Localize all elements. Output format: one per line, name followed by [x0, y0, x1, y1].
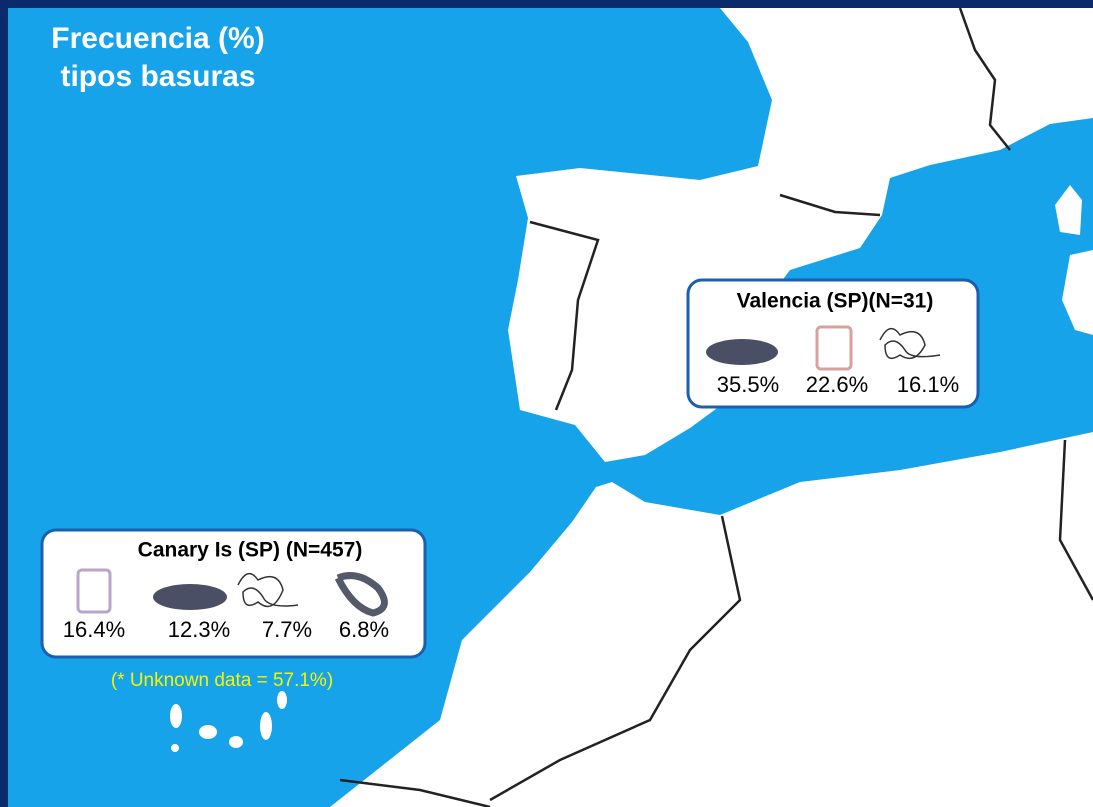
percent: 7.7% — [262, 617, 312, 642]
icon-fabric — [706, 339, 778, 365]
info-box — [686, 278, 980, 409]
canary-islands — [170, 691, 287, 752]
box-title: Canary Is (SP) (N=457) — [138, 539, 363, 562]
border — [529, 220, 600, 411]
sardinia — [1055, 185, 1082, 235]
border — [339, 778, 491, 807]
italy-islands — [1062, 250, 1093, 335]
icon-rope — [334, 572, 388, 617]
note: (* Unknown data = 57.1%) — [111, 670, 333, 691]
icon-bag — [815, 325, 853, 371]
africa — [330, 432, 1093, 807]
percent: 16.4% — [63, 617, 125, 642]
icon-fabric — [153, 584, 227, 610]
border — [779, 193, 881, 217]
icon-line — [879, 327, 941, 360]
border — [489, 515, 742, 802]
percent: 12.3% — [168, 617, 230, 642]
percent: 6.8% — [339, 617, 389, 642]
title: Frecuencia (%) — [51, 22, 264, 55]
title: tipos basuras — [60, 60, 255, 93]
percent: 22.6% — [806, 372, 868, 397]
percent: 16.1% — [897, 372, 959, 397]
icon-line — [237, 572, 299, 608]
info-box — [40, 528, 427, 659]
europe — [508, 8, 1093, 462]
percent: 35.5% — [717, 372, 779, 397]
icon-bag — [76, 568, 112, 614]
box-title: Valencia (SP)(N=31) — [737, 290, 934, 313]
border — [958, 7, 1011, 151]
border — [1058, 439, 1093, 601]
